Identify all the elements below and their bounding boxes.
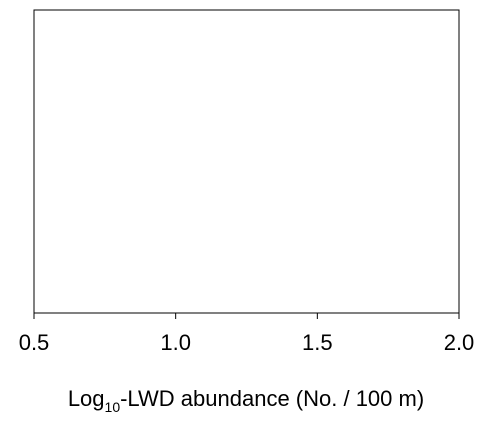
x-axis-label-prefix: Log	[68, 386, 105, 411]
x-axis-label-suffix: -LWD abundance (No. / 100 m)	[120, 386, 424, 411]
x-axis-label: Log10-LWD abundance (No. / 100 m)	[68, 386, 424, 415]
plot-area-frame	[33, 9, 460, 314]
x-axis-label-subscript: 10	[105, 399, 121, 415]
x-tick-label: 1.5	[302, 330, 333, 355]
x-axis: 0.5 1.0 1.5 2.0	[19, 313, 475, 355]
x-tick-label: 1.0	[160, 330, 191, 355]
x-tick-label: 0.5	[19, 330, 50, 355]
x-tick-label: 2.0	[444, 330, 475, 355]
